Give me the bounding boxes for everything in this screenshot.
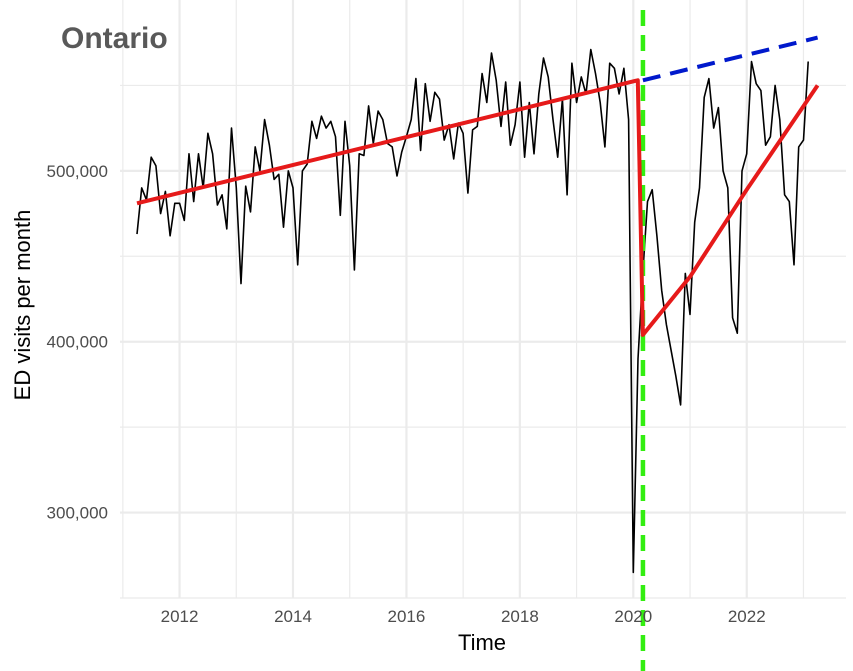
chart-title: Ontario bbox=[61, 22, 168, 55]
y-axis-title: ED visits per month bbox=[10, 210, 35, 401]
x-tick-label: 2020 bbox=[614, 607, 652, 626]
x-tick-label: 2014 bbox=[274, 607, 312, 626]
series bbox=[136, 10, 820, 671]
x-tick-label: 2018 bbox=[501, 607, 539, 626]
y-tick-label: 400,000 bbox=[47, 333, 108, 352]
y-tick-label: 500,000 bbox=[47, 162, 108, 181]
observed-series-line bbox=[136, 48, 809, 574]
x-tick-label: 2012 bbox=[161, 607, 199, 626]
y-tick-label: 300,000 bbox=[47, 504, 108, 523]
x-tick-label: 2022 bbox=[728, 607, 766, 626]
counterfactual-trend-line bbox=[642, 35, 819, 83]
x-tick-label: 2016 bbox=[388, 607, 426, 626]
x-axis-title: Time bbox=[458, 630, 506, 655]
fitted-trend-line bbox=[136, 78, 820, 337]
ticks: 2012 2014 2016 2018 2020 2022 300,000 400,000 50… bbox=[47, 162, 766, 626]
grid bbox=[120, 0, 846, 599]
